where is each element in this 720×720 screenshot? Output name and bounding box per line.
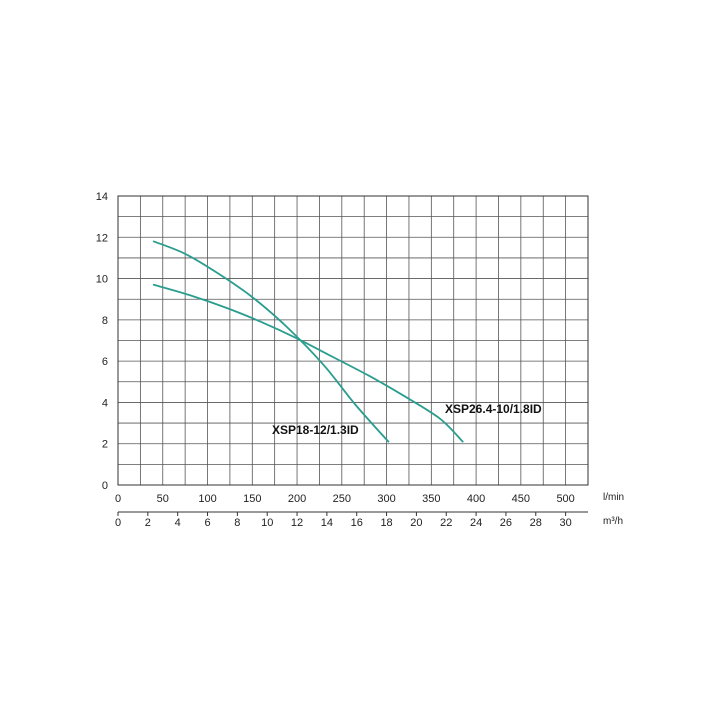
x-tick-label: 150 bbox=[243, 493, 261, 505]
plot-frame bbox=[117, 195, 589, 486]
y-tick-label: 8 bbox=[102, 315, 108, 327]
x2-tick-label: 24 bbox=[470, 517, 482, 529]
x2-tick-label: 8 bbox=[234, 517, 240, 529]
x2-tick-label: 30 bbox=[559, 517, 571, 529]
x-tick-label: 50 bbox=[157, 493, 169, 505]
x-tick-label: 0 bbox=[115, 493, 121, 505]
y-tick-label: 6 bbox=[102, 356, 108, 368]
x2-tick-label: 16 bbox=[351, 517, 363, 529]
x2-tick-label: 0 bbox=[115, 517, 121, 529]
x-tick-label: 250 bbox=[333, 493, 351, 505]
series-line-2 bbox=[152, 283, 464, 443]
x2-tick-label: 2 bbox=[145, 517, 151, 529]
x2-tick-label: 6 bbox=[204, 517, 210, 529]
y-tick-label: 10 bbox=[96, 274, 108, 286]
x2-tick-label: 12 bbox=[291, 517, 303, 529]
y-tick-label: 4 bbox=[102, 397, 108, 409]
x2-tick-label: 22 bbox=[440, 517, 452, 529]
series-label-2: XSP26.4-10/1.8ID bbox=[445, 402, 542, 416]
x-axis-ticks-lmin: 0 50 100 150 200 250 300 350 400 450 500 bbox=[115, 493, 575, 505]
series-curves bbox=[152, 240, 464, 443]
x2-tick-label: 14 bbox=[321, 517, 333, 529]
x2-tick-label: 26 bbox=[500, 517, 512, 529]
y-tick-label: 14 bbox=[96, 191, 108, 203]
series-labels: XSP18-12/1.3ID XSP26.4-10/1.8ID bbox=[272, 402, 542, 437]
x-tick-label: 400 bbox=[467, 493, 485, 505]
x-axis-m3h: 0 2 4 6 8 10 12 14 16 18 20 22 24 26 28 30 bbox=[115, 511, 588, 529]
x-tick-label: 500 bbox=[556, 493, 574, 505]
x-axis-unit-m3h: m³/h bbox=[603, 516, 623, 527]
series-line-1 bbox=[152, 240, 390, 443]
y-tick-label: 12 bbox=[96, 232, 108, 244]
y-tick-label: 0 bbox=[102, 480, 108, 492]
x-tick-label: 450 bbox=[512, 493, 530, 505]
x-tick-label: 300 bbox=[377, 493, 395, 505]
x-axis-unit-lmin: l/min bbox=[603, 492, 624, 503]
y-tick-label: 2 bbox=[102, 439, 108, 451]
y-axis-ticks: 0 2 4 6 8 10 12 14 bbox=[96, 191, 108, 492]
x2-tick-label: 20 bbox=[410, 517, 422, 529]
x-tick-label: 200 bbox=[288, 493, 306, 505]
grid bbox=[118, 195, 588, 486]
x2-tick-label: 4 bbox=[175, 517, 181, 529]
series-label-1: XSP18-12/1.3ID bbox=[272, 423, 359, 437]
x-tick-label: 100 bbox=[198, 493, 216, 505]
x2-tick-label: 28 bbox=[530, 517, 542, 529]
x-tick-label: 350 bbox=[422, 493, 440, 505]
x2-tick-label: 18 bbox=[380, 517, 392, 529]
x2-tick-label: 10 bbox=[261, 517, 273, 529]
